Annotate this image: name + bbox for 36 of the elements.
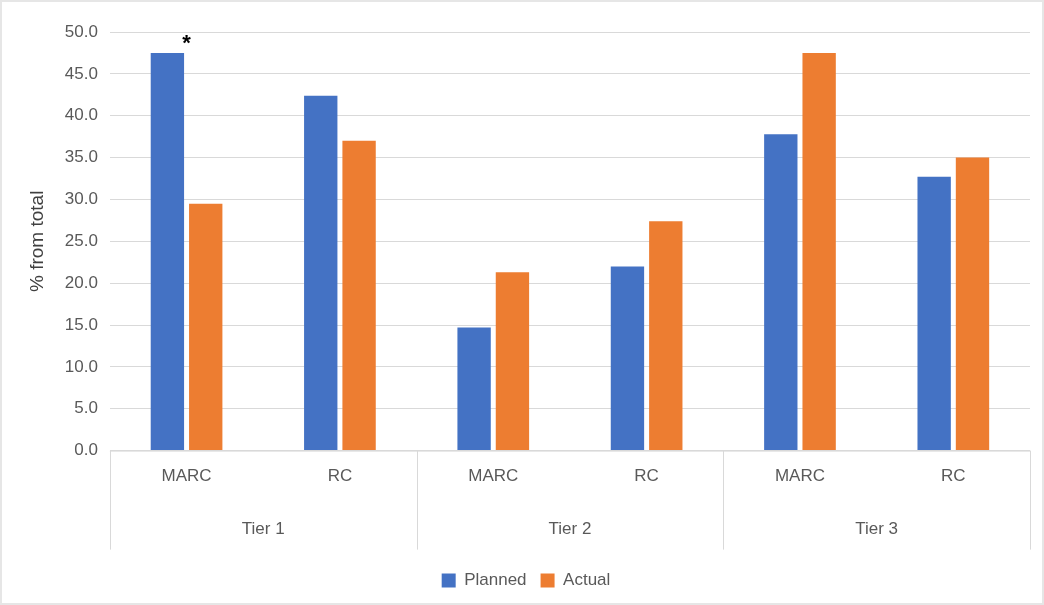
bar — [150, 52, 185, 451]
bar — [304, 95, 338, 451]
text: Tier 1 — [241, 519, 285, 539]
bar — [649, 221, 683, 451]
bar — [342, 140, 376, 451]
x-tick-label: MARC — [774, 466, 825, 486]
bar — [457, 327, 491, 451]
bar — [610, 266, 645, 451]
y-tick-label: 5.0 — [74, 398, 98, 418]
text: Tier 2 — [548, 519, 592, 539]
text: Tier 3 — [855, 519, 899, 539]
bar — [495, 272, 530, 451]
x-tick-label: MARC — [468, 466, 519, 486]
x-tick-label: RC — [327, 466, 353, 486]
y-tick-label: 25.0 — [64, 230, 98, 250]
y-tick-label: 10.0 — [64, 356, 98, 376]
x-tick-label: RC — [634, 466, 659, 486]
annotation: * — [182, 30, 192, 56]
y-tick-label: 40.0 — [64, 105, 98, 125]
bar — [955, 157, 990, 451]
y-tick-label: 0.0 — [74, 440, 98, 460]
y-tick-label: 15.0 — [64, 314, 98, 334]
legend-label: Planned — [464, 570, 527, 590]
legend-label: Actual — [563, 570, 611, 590]
y-tick-label: 50.0 — [64, 21, 98, 41]
x-tick-label: MARC — [161, 466, 212, 486]
y-tick-label: 45.0 — [64, 63, 98, 83]
y-axis-title: % from total — [25, 190, 47, 292]
bar — [917, 176, 951, 451]
y-tick-label: 35.0 — [64, 147, 98, 167]
y-tick-label: 20.0 — [64, 272, 98, 292]
x-tick-label: RC — [941, 466, 966, 486]
y-tick-label: 30.0 — [64, 189, 98, 209]
bar — [802, 52, 836, 451]
bar — [189, 203, 223, 451]
bar — [764, 134, 798, 451]
